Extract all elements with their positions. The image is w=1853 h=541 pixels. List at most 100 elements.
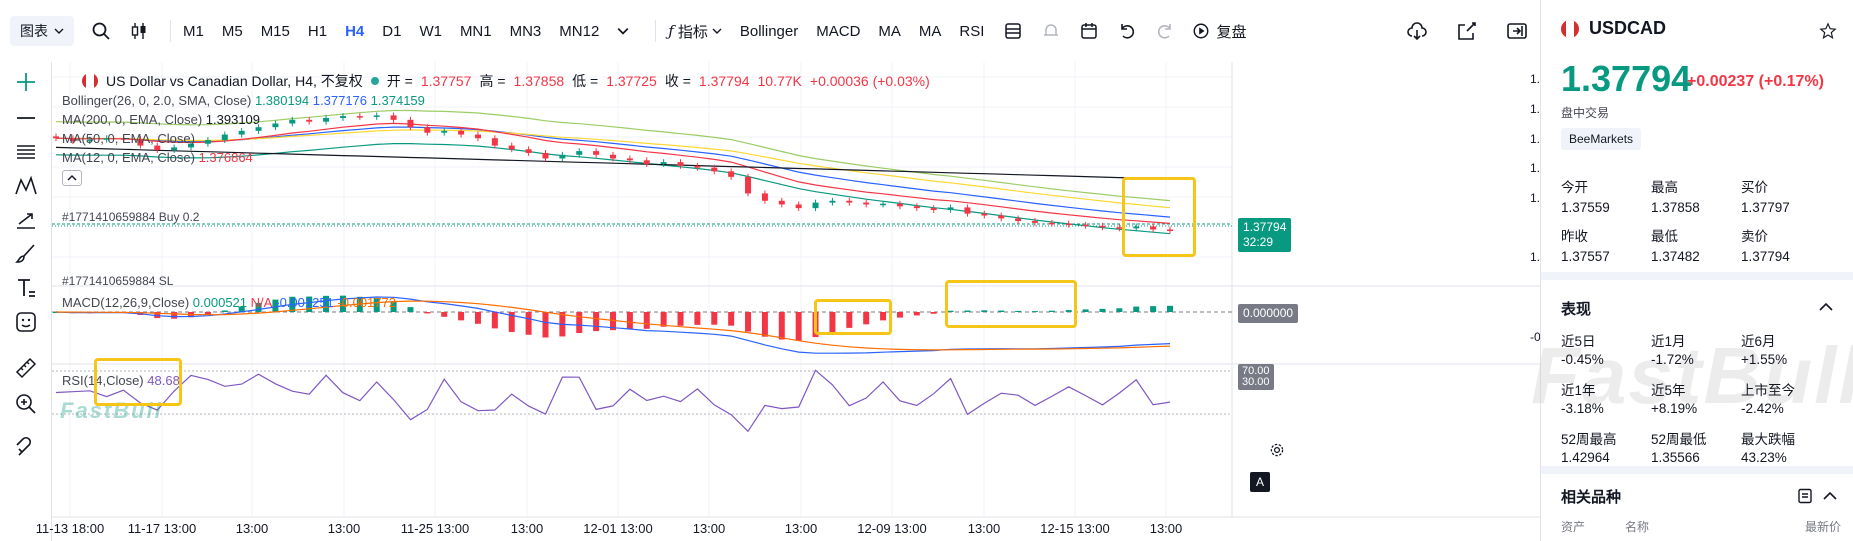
text-tool-icon[interactable] xyxy=(12,274,40,302)
timeframe-h1[interactable]: H1 xyxy=(307,22,328,40)
candle-body xyxy=(137,138,144,146)
perf-key: 近1年 xyxy=(1561,383,1596,398)
quote-key: 最低 xyxy=(1651,229,1678,244)
chart-settings-icon[interactable] xyxy=(1269,442,1285,458)
candle-body xyxy=(441,130,448,133)
crosshair-icon[interactable] xyxy=(12,68,40,96)
price-chart-svg[interactable] xyxy=(52,62,1540,541)
cloud-save-icon[interactable] xyxy=(1406,20,1428,42)
indicator-shortcut-bollinger[interactable]: Bollinger xyxy=(739,22,799,40)
candlestick-type-icon[interactable] xyxy=(128,20,150,42)
trading-status: 盘中交易 xyxy=(1561,106,1610,120)
emoji-icon[interactable] xyxy=(12,308,40,336)
macd-histogram-bar xyxy=(525,312,532,335)
timeframe-more-chevron-icon[interactable] xyxy=(617,25,629,37)
buy-order-label[interactable]: #1771410659884 Buy 0.2 xyxy=(62,210,200,224)
indicator-shortcut-macd[interactable]: MACD xyxy=(816,22,861,40)
trend-line-icon[interactable] xyxy=(12,104,40,132)
ruler-icon[interactable] xyxy=(12,354,40,382)
redo-icon[interactable] xyxy=(1154,20,1176,42)
rsi-legend[interactable]: RSI(14,Close) 48.68 xyxy=(62,373,180,388)
ma12-label: MA(12, 0, EMA, Close) xyxy=(62,150,195,165)
share-icon[interactable] xyxy=(1456,20,1478,42)
timeframe-mn3[interactable]: MN3 xyxy=(509,22,542,40)
quote-value-ask: 1.37794 xyxy=(1741,249,1790,264)
related-col-name: 名称 xyxy=(1625,520,1650,534)
perf-value: -0.45% xyxy=(1561,352,1604,367)
quote-value: 1.37858 xyxy=(1651,200,1700,215)
timeframe-h4[interactable]: H4 xyxy=(345,22,365,40)
undo-icon[interactable] xyxy=(1116,20,1138,42)
timeframe-m1[interactable]: M1 xyxy=(183,22,204,40)
chart-area[interactable]: FastBull US Dollar vs Canadian Dollar, H… xyxy=(36,62,1584,541)
timeframe-w1[interactable]: W1 xyxy=(419,22,442,40)
magnet-icon[interactable] xyxy=(12,434,40,462)
candle-body xyxy=(846,200,853,203)
timeframe-m5[interactable]: M5 xyxy=(221,22,243,40)
ma50-label: MA(50, 0, EMA, Close) xyxy=(62,131,195,146)
candle-body xyxy=(289,119,296,124)
timeframe-m15[interactable]: M15 xyxy=(260,22,290,40)
auto-scale-button[interactable]: A xyxy=(1250,472,1270,492)
macd-histogram-bar xyxy=(238,306,245,312)
ma12-legend[interactable]: MA(12, 0, EMA, Close) 1.376864 xyxy=(62,150,253,165)
candle-body xyxy=(120,138,127,140)
time-axis-label: 11-25 13:00 xyxy=(400,521,470,536)
macd-histogram-bar xyxy=(1099,308,1106,312)
candle-body xyxy=(998,215,1005,219)
bollinger-legend[interactable]: Bollinger(26, 0, 2.0, SMA, Close) 1.3801… xyxy=(62,93,425,108)
replay-button[interactable]: 复盘 xyxy=(1192,21,1246,42)
collapse-panel-icon[interactable] xyxy=(1506,20,1528,42)
timeframe-mn12[interactable]: MN12 xyxy=(559,22,600,40)
candle-body xyxy=(728,171,735,177)
indicator-shortcut-ma-2[interactable]: MA xyxy=(918,22,942,40)
macd-histogram-bar xyxy=(728,312,735,326)
macd-histogram-bar xyxy=(593,312,600,332)
broker-badge[interactable]: BeeMarkets xyxy=(1561,128,1642,150)
chevron-down-icon xyxy=(54,28,64,34)
brush-icon[interactable] xyxy=(12,240,40,268)
macd-histogram-bar xyxy=(373,297,380,312)
time-axis-label: 11-17 13:00 xyxy=(127,521,197,536)
perf-key: 近1月 xyxy=(1651,334,1686,349)
legend-change: +0.00036 (+0.03%) xyxy=(809,73,930,89)
legend-high-label: 高 = xyxy=(479,73,506,89)
timeframe-mn1[interactable]: MN1 xyxy=(459,22,492,40)
macd-histogram-bar xyxy=(626,312,633,330)
zoom-in-icon[interactable] xyxy=(12,390,40,418)
list-icon[interactable] xyxy=(1797,488,1813,504)
indicator-shortcut-rsi[interactable]: RSI xyxy=(959,22,985,40)
chevron-up-icon[interactable] xyxy=(1819,302,1833,312)
ma50-legend[interactable]: MA(50, 0, EMA, Close) xyxy=(62,131,195,146)
quote-value-bid: 1.37797 xyxy=(1741,200,1790,215)
candle-body xyxy=(643,160,650,164)
pattern-icon[interactable] xyxy=(12,172,40,200)
star-icon[interactable] xyxy=(1819,22,1837,40)
candle-body xyxy=(576,151,583,155)
chevron-up-icon[interactable] xyxy=(1823,491,1837,501)
macd-histogram-bar xyxy=(272,299,279,312)
time-axis-label: 13:00 xyxy=(692,521,726,536)
macd-histogram-bar xyxy=(947,310,954,312)
symbol-header: USDCAD xyxy=(1561,18,1666,39)
alert-add-icon[interactable] xyxy=(1040,20,1062,42)
legend-volume: 10.77K xyxy=(757,73,802,89)
sl-order-label[interactable]: #1771410659884 SL xyxy=(62,274,174,288)
candle-body xyxy=(53,136,59,139)
indicators-button[interactable]: ƒ 指标 xyxy=(668,21,722,42)
ma200-legend[interactable]: MA(200, 0, EMA, Close) 1.393109 xyxy=(62,112,260,127)
related-col-asset: 资产 xyxy=(1561,520,1586,534)
forecast-icon[interactable] xyxy=(12,206,40,234)
bollinger-lower: 1.374159 xyxy=(370,93,425,108)
calendar-icon[interactable] xyxy=(1078,20,1100,42)
indicator-shortcut-ma[interactable]: MA xyxy=(878,22,901,40)
collapse-legend-button[interactable] xyxy=(62,170,82,186)
candle-body xyxy=(1116,227,1123,229)
timeframe-d1[interactable]: D1 xyxy=(382,22,402,40)
chart-type-select[interactable]: 图表 xyxy=(10,16,74,46)
search-icon[interactable] xyxy=(90,20,112,42)
fib-lines-icon[interactable] xyxy=(12,138,40,166)
template-icon[interactable] xyxy=(1002,20,1024,42)
macd-legend[interactable]: MACD(12,26,9,Close) 0.000521 N/A -0.0012… xyxy=(62,295,396,310)
quote-value: 1.37482 xyxy=(1651,249,1700,264)
